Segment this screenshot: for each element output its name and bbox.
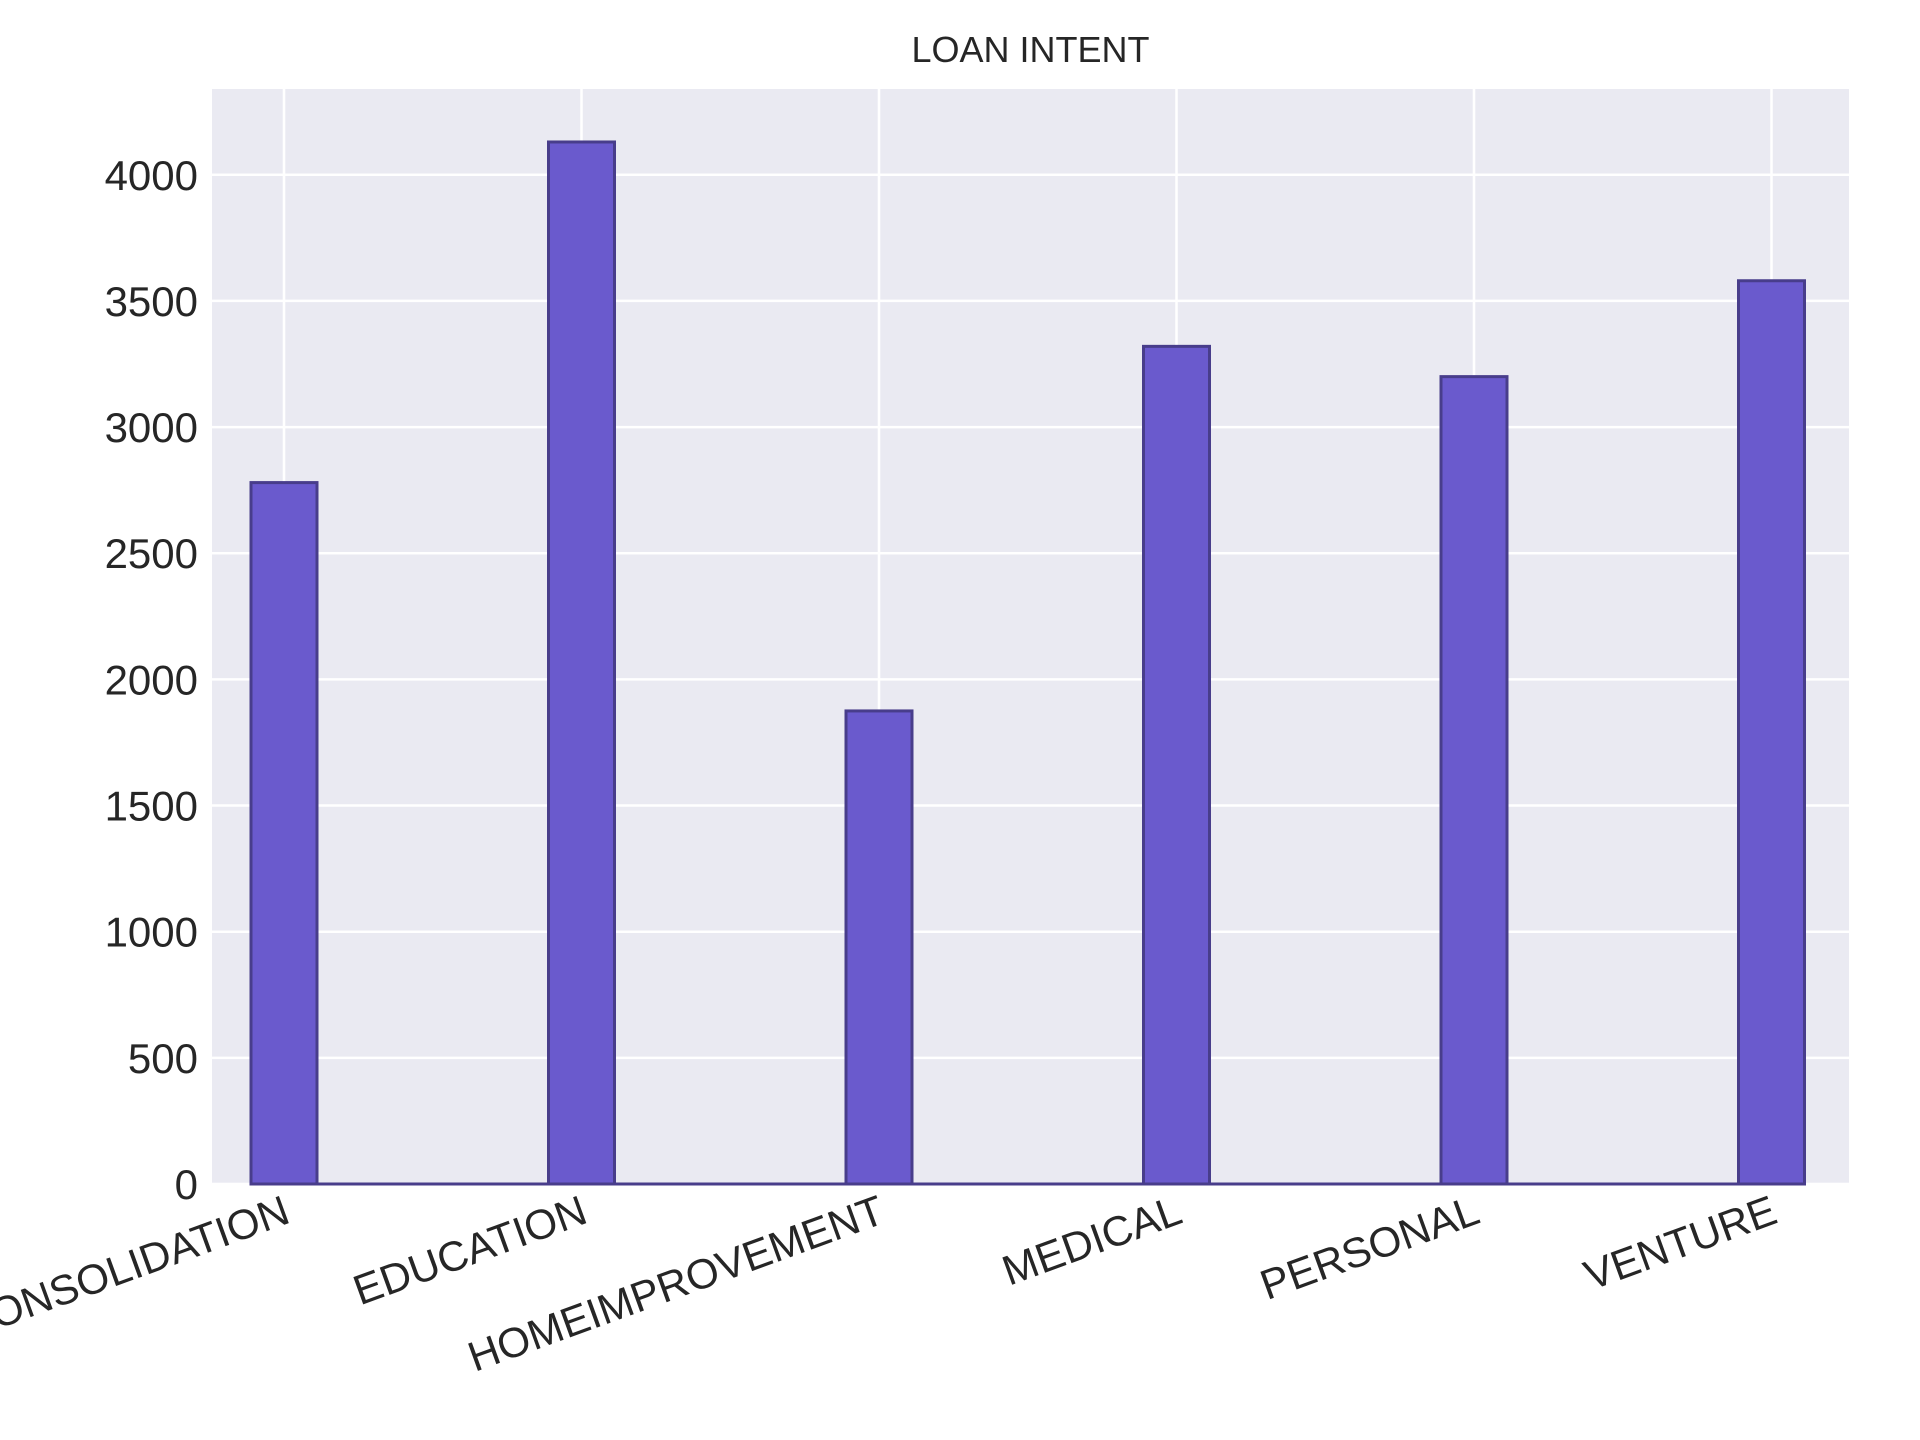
- bars: [249, 140, 1806, 1186]
- y-tick-label: 0: [175, 1161, 198, 1208]
- bar-personal: [1439, 375, 1509, 1186]
- y-tick-label: 2000: [105, 656, 198, 703]
- y-tick-label: 1500: [105, 783, 198, 830]
- y-tick-label: 2500: [105, 530, 198, 577]
- y-tick-label: 500: [128, 1035, 198, 1082]
- y-tick-label: 3000: [105, 404, 198, 451]
- bar-homeimprovement: [844, 709, 914, 1186]
- chart-title: LOAN INTENT: [911, 29, 1149, 70]
- x-tick-label: DEBTCONSOLIDATION: [0, 1186, 295, 1386]
- bar-venture: [1737, 279, 1806, 1186]
- y-tick-label: 4000: [105, 152, 198, 199]
- x-axis-ticks: DEBTCONSOLIDATION EDUCATIONHOMEIMPROVEMEN…: [0, 1186, 1783, 1386]
- x-tick-label: VENTURE: [1578, 1186, 1783, 1299]
- x-tick-label: PERSONAL: [1254, 1186, 1485, 1308]
- bar-debtconsolidation: [249, 481, 319, 1186]
- y-axis-ticks: 0 500 1000 1500 2000 2500 3000 3500 4000: [105, 152, 198, 1208]
- y-tick-label: 3500: [105, 278, 198, 325]
- y-tick-label: 1000: [105, 909, 198, 956]
- bar-education: [547, 140, 616, 1186]
- x-tick-label: EDUCATION: [347, 1186, 593, 1314]
- plot-area: [212, 89, 1849, 1184]
- bar-medical: [1142, 344, 1211, 1186]
- x-tick-label: MEDICAL: [996, 1186, 1188, 1294]
